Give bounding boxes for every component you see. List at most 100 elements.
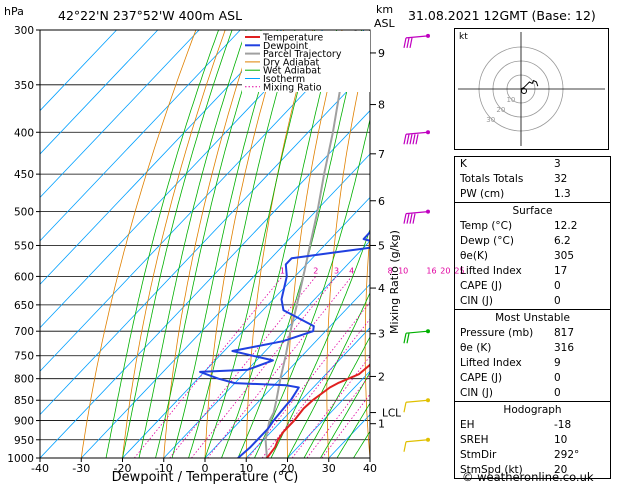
wind-barb-shaft <box>405 210 429 215</box>
hodograph-section-title: Hodograph <box>503 404 562 416</box>
wind-barb-dot <box>426 33 430 38</box>
isotherm-line <box>204 283 370 458</box>
isotherm-line <box>81 153 370 458</box>
hpa-label: hPa <box>4 5 24 18</box>
index-value: 32 <box>554 173 568 185</box>
dewpoint-profile-line <box>199 231 370 458</box>
dry-adiabat-line <box>80 30 197 458</box>
hodograph-unit-label: kt <box>459 32 468 42</box>
wet-adiabat-line <box>254 117 370 458</box>
wind-barb-flag <box>409 213 413 224</box>
copyright-footer: © weatheronline.co.uk <box>462 470 594 484</box>
wet-adiabat-line <box>122 30 233 458</box>
surface-index-label: Lifted Index <box>460 265 522 277</box>
asl-label: ASL <box>374 17 396 30</box>
wind-barb-flag <box>403 134 407 145</box>
wind-barb-shaft <box>405 131 429 135</box>
mixing-ratio-label: 2 <box>313 266 318 275</box>
temperature-tick-label: 10 <box>239 462 253 475</box>
wind-barb-flag <box>415 134 419 145</box>
index-value: 3 <box>554 158 561 170</box>
km-tick-label: 9 <box>378 47 385 60</box>
lcl-label: LCL <box>382 408 401 420</box>
pressure-tick-label: 950 <box>14 435 34 447</box>
dry-adiabat-line <box>402 30 430 458</box>
pressure-tick-label: 800 <box>14 374 34 386</box>
wind-barb-flag <box>409 37 413 48</box>
unstable-index-row: Pressure (mb) 817 <box>455 326 610 341</box>
isotherm-line <box>40 66 370 416</box>
mixing-ratio-label: 10 <box>398 266 408 275</box>
index-row: PW (cm) 1.3 <box>455 187 610 202</box>
mixing-ratio-label: 3 <box>334 266 339 275</box>
legend-entry: Dry Adiabat <box>263 57 320 68</box>
wind-barb-shaft <box>405 399 429 403</box>
temperature-tick-label: 20 <box>281 462 295 475</box>
wind-barb-flag <box>403 333 407 344</box>
wind-barbs <box>403 33 430 452</box>
wind-barb-flag <box>406 333 410 344</box>
km-tick-label: 2 <box>378 370 385 383</box>
surface-index-row: CAPE (J) 0 <box>455 279 610 294</box>
surface-index-label: θe(K) <box>460 250 488 262</box>
isotherm-line <box>163 240 370 458</box>
isotherm-line <box>40 30 200 199</box>
unstable-index-row: θe (K) 316 <box>455 341 610 356</box>
unstable-index-label: Pressure (mb) <box>460 327 534 339</box>
unstable-index-value: 0 <box>554 372 561 384</box>
mixing-ratio-line <box>248 301 370 458</box>
surface-index-value: 17 <box>554 265 568 277</box>
temperature-tick-label: -20 <box>114 462 132 475</box>
unstable-index-value: 316 <box>554 342 575 354</box>
wet-adiabat-line <box>204 30 315 458</box>
mixing-ratio-label: 25 <box>454 266 464 275</box>
pressure-tick-label: 850 <box>14 395 34 407</box>
wind-barb-flag <box>412 134 416 145</box>
temperature-tick-label: 0 <box>202 462 209 475</box>
surface-index-value: 12.2 <box>554 220 578 232</box>
wind-barb-shaft <box>405 35 429 39</box>
hodograph-index-value: 10 <box>554 434 568 446</box>
legend-entry: Temperature <box>262 33 323 44</box>
unstable-index-row: CAPE (J) 0 <box>455 371 610 386</box>
isotherm-line <box>246 327 370 458</box>
surface-index-row: Lifted Index 17 <box>455 264 610 279</box>
mixing-ratio-label: 16 <box>426 266 436 275</box>
location-title: 42°22'N 237°52'W 400m ASL <box>58 8 242 23</box>
wet-adiabat-line <box>287 291 370 458</box>
dry-adiabat-line <box>364 228 370 458</box>
surface-index-row: Dewp (°C) 6.2 <box>455 234 610 249</box>
hodograph-ring-label: 30 <box>486 116 495 124</box>
unstable-index-label: Lifted Index <box>460 357 522 369</box>
legend-entry: Parcel Trajectory <box>263 49 342 60</box>
isotherm-line <box>40 30 324 329</box>
pressure-tick-label: 650 <box>14 300 34 312</box>
temperature-tick-label: 30 <box>322 462 336 475</box>
index-label: PW (cm) <box>460 188 505 200</box>
legend-entry: Mixing Ratio <box>263 82 322 93</box>
pressure-tick-label: 400 <box>14 127 34 139</box>
hodograph-index-value: -18 <box>554 419 572 431</box>
hodograph-index-label: EH <box>460 419 475 431</box>
dry-adiabat-line <box>245 30 314 458</box>
wet-adiabat-line <box>105 30 219 458</box>
wet-adiabat-line <box>270 228 370 458</box>
temperature-tick-label: -10 <box>155 462 173 475</box>
temperature-tick-label: 40 <box>363 462 377 475</box>
index-row: Totals Totals 32 <box>455 172 610 187</box>
legend-entry: Dewpoint <box>263 41 308 52</box>
wind-barb-flag <box>403 37 407 48</box>
km-tick-label: 7 <box>378 148 385 161</box>
surface-index-value: 0 <box>554 295 561 307</box>
pressure-tick-label: 1000 <box>7 453 34 465</box>
hodograph-trace <box>520 79 539 90</box>
wet-adiabat-line <box>155 30 262 458</box>
pressure-tick-label: 700 <box>14 326 34 338</box>
wet-adiabat-line <box>138 30 247 458</box>
surface-index-label: CIN (J) <box>460 295 493 307</box>
wind-barb-shaft <box>405 439 429 443</box>
isotherm-line <box>40 30 159 155</box>
wind-barb-dot <box>426 209 430 214</box>
km-tick-label: 3 <box>378 328 385 341</box>
